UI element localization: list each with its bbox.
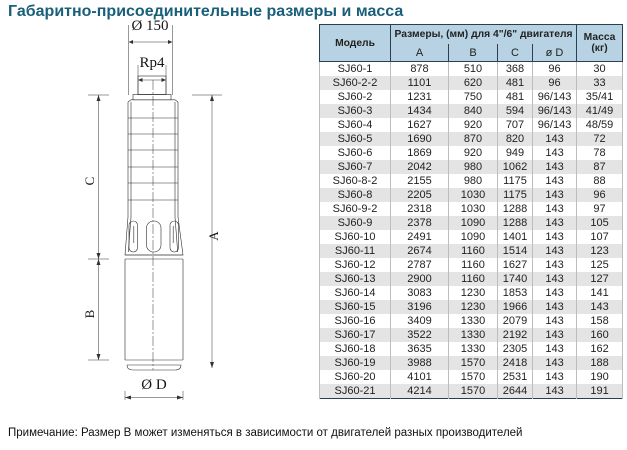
svg-text:Rp4: Rp4 (139, 55, 165, 71)
svg-text:Ø D: Ø D (141, 377, 167, 393)
svg-text:Ø 150: Ø 150 (131, 18, 168, 34)
svg-text:B: B (82, 309, 97, 318)
svg-text:C: C (82, 177, 97, 186)
svg-text:A: A (206, 231, 221, 241)
